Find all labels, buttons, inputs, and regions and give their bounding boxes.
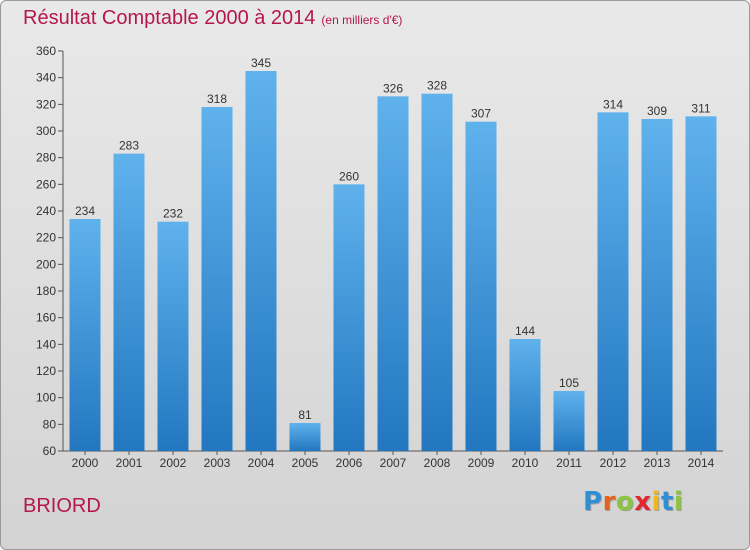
x-tick-label: 2000 bbox=[72, 456, 99, 470]
x-tick-label: 2001 bbox=[116, 456, 143, 470]
logo-letter: t bbox=[660, 487, 674, 517]
x-tick-label: 2007 bbox=[380, 456, 407, 470]
y-tick-label: 100 bbox=[36, 391, 56, 405]
bar-value-label: 307 bbox=[471, 107, 491, 121]
y-tick-label: 180 bbox=[36, 284, 56, 298]
y-tick-label: 320 bbox=[36, 97, 56, 111]
y-tick-label: 60 bbox=[43, 444, 57, 458]
y-tick-label: 220 bbox=[36, 231, 56, 245]
x-tick-label: 2004 bbox=[248, 456, 275, 470]
bar bbox=[157, 221, 189, 451]
bar-value-label: 326 bbox=[383, 81, 403, 95]
bar bbox=[685, 116, 717, 451]
bar bbox=[509, 339, 541, 451]
bar-value-label: 81 bbox=[298, 408, 312, 422]
x-tick-label: 2014 bbox=[688, 456, 715, 470]
bar bbox=[245, 71, 277, 451]
bar-value-label: 260 bbox=[339, 169, 359, 183]
x-tick-label: 2003 bbox=[204, 456, 231, 470]
y-tick-label: 160 bbox=[36, 311, 56, 325]
y-tick-label: 280 bbox=[36, 151, 56, 165]
x-tick-label: 2012 bbox=[600, 456, 627, 470]
y-tick-label: 140 bbox=[36, 337, 56, 351]
bar-value-label: 311 bbox=[691, 101, 710, 115]
chart-title: Résultat Comptable 2000 à 2014 (en millie… bbox=[23, 7, 402, 30]
x-tick-label: 2009 bbox=[468, 456, 495, 470]
bar bbox=[69, 219, 101, 451]
bar-value-label: 314 bbox=[603, 97, 623, 111]
proxiti-logo: Proxiti bbox=[583, 487, 683, 517]
bar-value-label: 234 bbox=[75, 204, 95, 218]
logo-letter: x bbox=[634, 487, 652, 517]
y-tick-label: 200 bbox=[36, 257, 56, 271]
logo-letter: i bbox=[673, 487, 684, 517]
y-tick-label: 240 bbox=[36, 204, 56, 218]
logo-letter: i bbox=[651, 487, 661, 517]
x-tick-label: 2010 bbox=[512, 456, 539, 470]
bar bbox=[553, 391, 585, 451]
logo-letter: o bbox=[615, 487, 635, 517]
bar bbox=[289, 423, 321, 451]
chart-subtitle: (en milliers d'€) bbox=[321, 13, 403, 27]
bar-value-label: 345 bbox=[251, 56, 271, 70]
bar-value-label: 144 bbox=[515, 324, 535, 338]
title-text: Résultat Comptable 2000 à 2014 bbox=[23, 7, 316, 29]
x-tick-label: 2011 bbox=[556, 456, 582, 470]
y-tick-label: 260 bbox=[36, 177, 56, 191]
bar bbox=[597, 112, 629, 451]
bar bbox=[201, 107, 233, 451]
y-tick-label: 120 bbox=[36, 364, 56, 378]
bar bbox=[377, 96, 409, 451]
x-tick-label: 2006 bbox=[336, 456, 363, 470]
x-tick-label: 2005 bbox=[292, 456, 319, 470]
bar-value-label: 283 bbox=[119, 139, 139, 153]
bar bbox=[641, 119, 673, 451]
x-tick-label: 2013 bbox=[644, 456, 671, 470]
y-tick-label: 80 bbox=[43, 417, 57, 431]
bar bbox=[465, 121, 497, 452]
bar-value-label: 105 bbox=[559, 376, 579, 390]
place-name: BRIORD bbox=[23, 495, 101, 517]
bar-value-label: 232 bbox=[163, 207, 183, 221]
y-tick-label: 340 bbox=[36, 71, 56, 85]
bar bbox=[113, 153, 145, 451]
bar-value-label: 309 bbox=[647, 104, 667, 118]
bar-value-label: 328 bbox=[427, 79, 447, 93]
bar-value-label: 318 bbox=[207, 92, 227, 106]
x-tick-label: 2002 bbox=[160, 456, 187, 470]
y-tick-label: 360 bbox=[36, 44, 56, 58]
bar bbox=[333, 184, 365, 452]
logo-letter: r bbox=[602, 487, 616, 517]
y-tick-label: 300 bbox=[36, 124, 56, 138]
x-tick-label: 2008 bbox=[424, 456, 451, 470]
bar bbox=[421, 93, 453, 452]
logo-letter: P bbox=[583, 487, 603, 517]
